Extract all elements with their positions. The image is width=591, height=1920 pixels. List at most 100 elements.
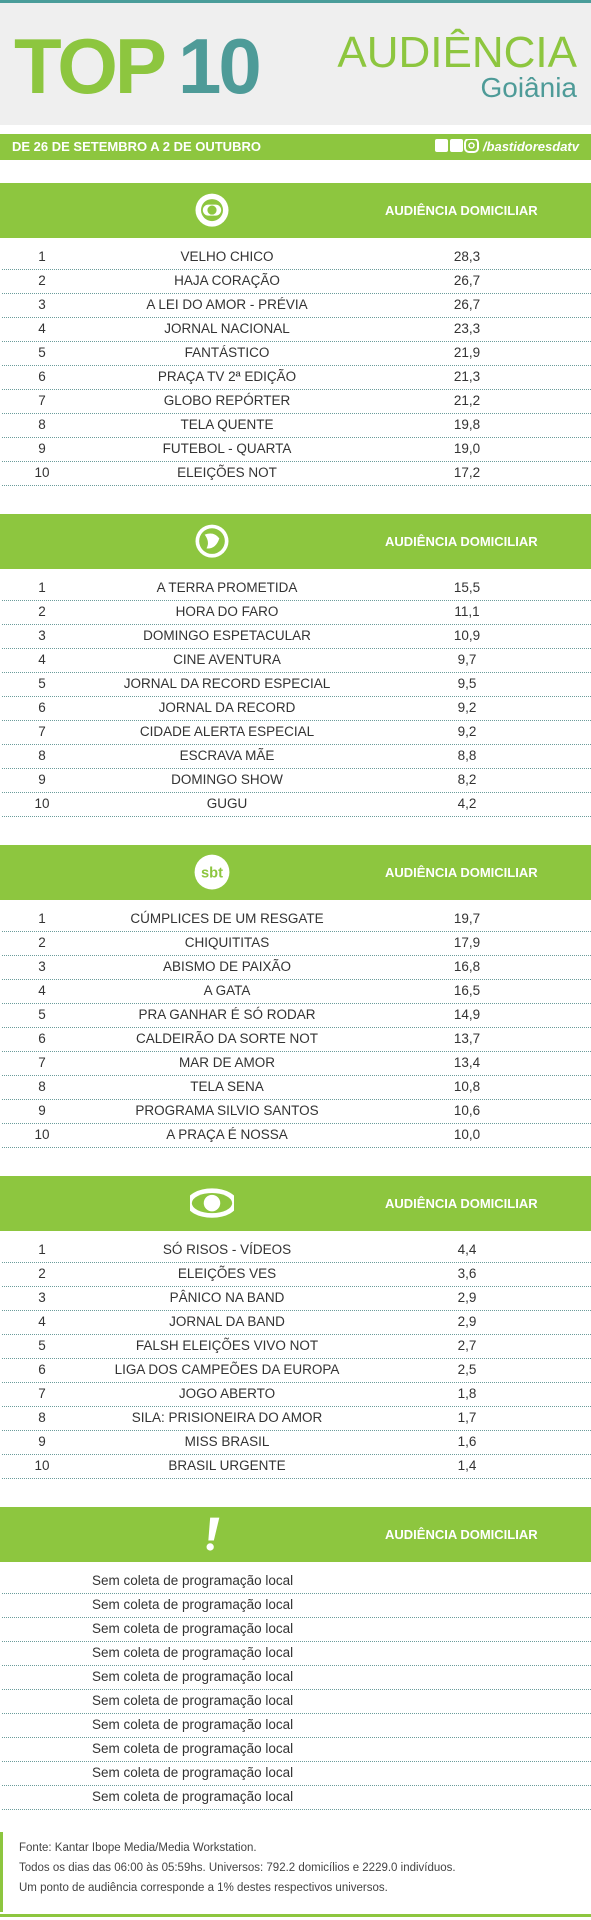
rating: 28,3 [453,249,481,264]
table-row: 2 HORA DO FARO 11,1 [2,600,591,625]
program: TELA QUENTE [180,417,274,432]
rating: 1,7 [457,1410,477,1425]
program: PRAÇA TV 2ª EDIÇÃO [157,369,297,384]
rating: 9,5 [457,676,477,691]
no-data: Sem coleta de programação local [92,1693,294,1708]
program: HAJA CORAÇÃO [174,273,280,288]
rank: 3 [38,1290,46,1305]
no-data: Sem coleta de programação local [92,1573,294,1588]
table-row: Sem coleta de programação local [2,1713,591,1738]
table-row: 5 PRA GANHAR É SÓ RODAR 14,9 [2,1003,591,1028]
program: A PRAÇA É NOSSA [166,1127,288,1142]
rank: 5 [38,676,46,691]
table-row: 9 DOMINGO SHOW 8,2 [2,768,591,793]
program: JORNAL NACIONAL [164,321,290,336]
rank: 5 [38,1338,46,1353]
table-row: 3 PÂNICO NA BAND 2,9 [2,1286,591,1311]
section-header: AUDIÊNCIA DOMICILIAR [0,1507,591,1562]
rank: 1 [38,580,46,595]
table-row: 9 FUTEBOL - QUARTA 19,0 [2,437,591,462]
table-row: 9 PROGRAMA SILVIO SANTOS 10,6 [2,1099,591,1124]
table-row: Sem coleta de programação local [2,1737,591,1762]
rating: 4,4 [457,1242,477,1257]
rank: 9 [38,1434,46,1449]
table-row: 10 A PRAÇA É NOSSA 10,0 [2,1123,591,1148]
program: TELA SENA [190,1079,264,1094]
table-row: 1 VELHO CHICO 28,3 [2,245,591,270]
table-row: 2 ELEIÇÕES VES 3,6 [2,1262,591,1287]
rank: 10 [34,1458,50,1473]
section-header: AUDIÊNCIA DOMICILIAR [0,514,591,569]
rating: 21,2 [453,393,481,408]
rating: 9,2 [457,724,477,739]
program: HORA DO FARO [175,604,279,619]
rating: 17,9 [453,935,481,950]
column-title: AUDIÊNCIA DOMICILIAR [385,1196,538,1211]
rating: 13,7 [453,1031,481,1046]
rank: 4 [38,321,46,336]
program: JOGO ABERTO [178,1386,276,1401]
table-row: 3 ABISMO DE PAIXÃO 16,8 [2,955,591,980]
program: BRASIL URGENTE [168,1458,286,1473]
table-row: 5 FALSH ELEIÇÕES VIVO NOT 2,7 [2,1334,591,1359]
rating: 9,2 [457,700,477,715]
channel-logo [190,1188,234,1218]
rank: 5 [38,1007,46,1022]
rank: 6 [38,1031,46,1046]
program: DOMINGO ESPETACULAR [143,628,311,643]
table-row: 4 CINE AVENTURA 9,7 [2,648,591,673]
program: SILA: PRISIONEIRA DO AMOR [131,1410,323,1425]
rank: 2 [38,1266,46,1281]
rating: 26,7 [453,273,481,288]
no-data: Sem coleta de programação local [92,1717,294,1732]
no-data: Sem coleta de programação local [92,1669,294,1684]
program: JORNAL DA BAND [169,1314,285,1329]
program: CHIQUITITAS [184,935,270,950]
channel-logo [195,193,229,227]
table-row: 7 CIDADE ALERTA ESPECIAL 9,2 [2,720,591,745]
rating: 10,9 [453,628,481,643]
table-row: 4 JORNAL DA BAND 2,9 [2,1310,591,1335]
rank: 10 [34,465,50,480]
bottom-line [0,1914,591,1917]
rating: 10,6 [453,1103,481,1118]
rank: 8 [38,748,46,763]
column-title: AUDIÊNCIA DOMICILIAR [385,865,538,880]
program: CIDADE ALERTA ESPECIAL [139,724,315,739]
table-row: 8 ESCRAVA MÃE 8,8 [2,744,591,769]
rank: 3 [38,628,46,643]
column-title: AUDIÊNCIA DOMICILIAR [385,203,538,218]
rank: 8 [38,1410,46,1425]
program: ESCRAVA MÃE [179,748,275,763]
table-row: Sem coleta de programação local [2,1617,591,1642]
no-data: Sem coleta de programação local [92,1597,294,1612]
program: FUTEBOL - QUARTA [162,441,292,456]
rating: 1,4 [457,1458,477,1473]
footer-line: Todos os dias das 06:00 às 05:59hs. Univ… [19,1862,456,1874]
table-row: 7 MAR DE AMOR 13,4 [2,1051,591,1076]
rating: 8,8 [457,748,477,763]
rating: 15,5 [453,580,481,595]
no-data: Sem coleta de programação local [92,1765,294,1780]
rank: 4 [38,1314,46,1329]
rank: 1 [38,1242,46,1257]
rank: 7 [38,393,46,408]
program: A LEI DO AMOR - PRÉVIA [146,297,308,312]
city: Goiânia [480,72,577,103]
program: ABISMO DE PAIXÃO [162,959,292,974]
program: LIGA DOS CAMPEÕES DA EUROPA [114,1362,340,1377]
no-data: Sem coleta de programação local [92,1789,294,1804]
rank: 2 [38,273,46,288]
footer: Fonte: Kantar Ibope Media/Media Workstat… [0,1832,591,1912]
rating: 8,2 [457,772,477,787]
rank: 4 [38,652,46,667]
brand: AUDIÊNCIA [337,28,577,77]
no-data: Sem coleta de programação local [92,1621,294,1636]
rank: 5 [38,345,46,360]
program: PROGRAMA SILVIO SANTOS [135,1103,319,1118]
program: JORNAL DA RECORD [158,700,296,715]
rating: 11,1 [454,604,480,619]
social-handle[interactable]: /bastidoresdatv [435,134,579,160]
program: PÂNICO NA BAND [169,1290,285,1305]
